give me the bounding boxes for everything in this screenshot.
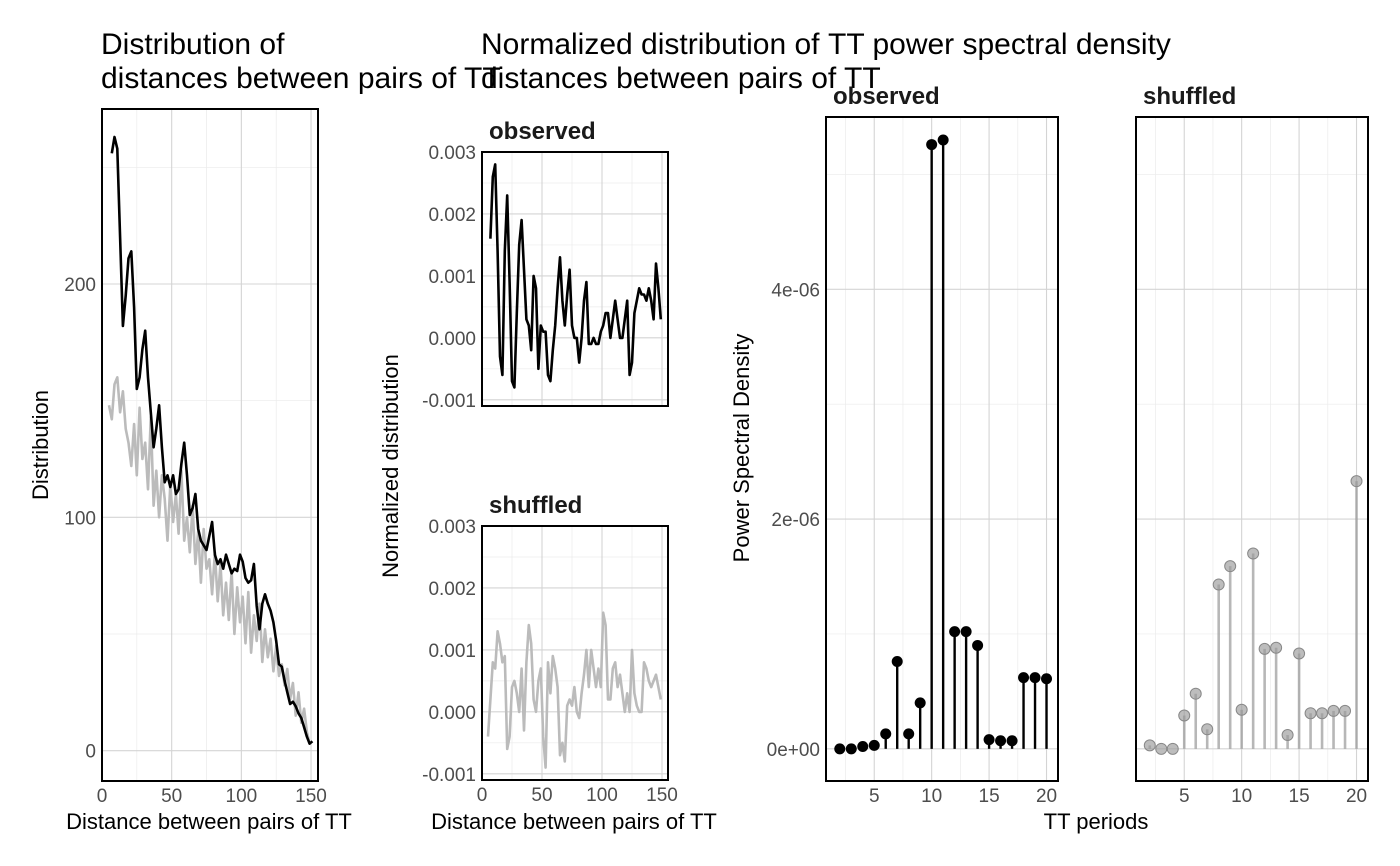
chart3-observed-lollipop-point: [868, 739, 880, 751]
chart1-y-axis-label: Distribution: [28, 390, 53, 500]
chart3-shuffled-lollipop-point: [1155, 742, 1168, 755]
chart3-shuffled-lollipop-point: [1350, 475, 1363, 488]
chart1-panel-border: [101, 108, 319, 782]
chart3-x-axis-label: TT periods: [1044, 809, 1149, 834]
chart3-observed-lollipop-point: [972, 639, 984, 651]
chart3-shuffled-lollipop-point: [1270, 641, 1283, 654]
chart2-shuffled-x-tick-label: 50: [531, 785, 552, 806]
chart3-observed-lollipop-point: [914, 697, 926, 709]
chart2-shuffled-y-tick-label: 0.002: [428, 579, 476, 600]
chart2-shuffled-panel-border: [481, 525, 669, 781]
chart2-shuffled-series-line: [486, 611, 663, 769]
chart3-shuffled-lollipop-point: [1166, 742, 1179, 755]
chart2-observed-panel-border: [481, 151, 669, 407]
chart3-shuffled-lollipop-point: [1201, 723, 1214, 736]
chart2-observed-y-tick-label: 0.001: [428, 267, 476, 288]
chart3-observed-lollipop-point: [983, 734, 995, 746]
chart3-observed-lollipop-point: [903, 728, 915, 740]
chart2-title-line2: distances between pairs of TT: [481, 62, 881, 95]
chart3-observed-lollipop-point: [926, 139, 938, 151]
chart3-observed-lollipop-point: [949, 626, 961, 638]
chart3-shuffled-lollipop-point: [1178, 709, 1191, 722]
chart3-observed-lollipop-point: [1018, 672, 1030, 684]
chart2-observed-series-line: [489, 163, 663, 389]
chart3-observed-lollipop-point: [995, 735, 1007, 747]
chart3-observed-lollipop-point: [845, 743, 857, 755]
chart3-shuffled-lollipop-point: [1212, 578, 1225, 591]
chart1-title-line2: distances between pairs of TT: [101, 62, 501, 95]
chart3-shuffled-lollipop-point: [1258, 642, 1271, 655]
chart3-shuffled-lollipop-point: [1316, 707, 1329, 720]
chart2-strip-shuffled: shuffled: [489, 492, 582, 519]
chart3-shuffled-lollipop-point: [1247, 547, 1260, 560]
chart2-shuffled-y-tick-label: -0.001: [422, 765, 476, 786]
chart1-y-tick-label: 100: [64, 508, 96, 529]
chart3-y-axis-label: Power Spectral Density: [729, 334, 754, 563]
chart2-shuffled-y-tick-label: 0.001: [428, 641, 476, 662]
chart2-observed-y-tick-label: -0.001: [422, 391, 476, 412]
chart3-shuffled-lollipop-point: [1235, 703, 1248, 716]
chart3-strip-observed: observed: [833, 83, 940, 110]
chart2-shuffled-x-tick-label: 150: [646, 785, 678, 806]
chart3-title: TT power spectral density: [828, 28, 1171, 61]
chart2-observed-y-tick-label: 0.003: [428, 143, 476, 164]
chart3-shuffled-panel-border: [1135, 116, 1369, 782]
chart2-shuffled-x-tick-label: 100: [586, 785, 618, 806]
chart3-observed-y-tick-label: 4e-06: [771, 280, 820, 301]
chart3-shuffled-lollipop-point: [1293, 647, 1306, 660]
chart3-observed-lollipop-point: [857, 741, 869, 753]
chart3-shuffled-lollipop-point: [1189, 687, 1202, 700]
chart1-x-tick-label: 0: [97, 786, 108, 807]
chart3-observed-x-tick-label: 20: [1036, 786, 1057, 807]
chart3-shuffled-lollipop-point: [1143, 739, 1156, 752]
chart3-shuffled-lollipop-point: [1327, 704, 1340, 717]
chart3-shuffled-x-tick-label: 15: [1289, 786, 1310, 807]
chart2-x-axis-label: Distance between pairs of TT: [431, 809, 717, 834]
chart3-shuffled-lollipop-point: [1281, 729, 1294, 742]
chart2-observed-y-tick-label: 0.000: [428, 329, 476, 350]
chart3-observed-x-tick-label: 5: [869, 786, 880, 807]
chart2-y-axis-label: Normalized distribution: [378, 354, 403, 578]
chart3-shuffled-x-tick-label: 10: [1231, 786, 1252, 807]
chart1-x-tick-label: 50: [161, 786, 182, 807]
chart1-title-line1: Distribution of: [101, 28, 285, 61]
chart3-observed-y-tick-label: 2e-06: [771, 510, 820, 531]
chart3-observed-lollipop-point: [1006, 735, 1018, 747]
chart3-observed-lollipop-point: [937, 134, 949, 146]
chart2-shuffled-gridlines: [481, 525, 668, 780]
chart3-observed-x-tick-label: 10: [921, 786, 942, 807]
chart2-strip-observed: observed: [489, 118, 596, 145]
chart1-series-line-observed: [110, 135, 314, 745]
chart3-observed-lollipop-point: [1029, 672, 1041, 684]
chart3-observed-lollipop-point: [1041, 673, 1053, 685]
chart3-observed-lollipop-point: [891, 656, 903, 668]
chart1-x-axis-label: Distance between pairs of TT: [66, 809, 352, 834]
chart3-shuffled-lollipop-point: [1224, 560, 1237, 573]
chart3-observed-lollipop-point: [834, 743, 846, 755]
chart3-observed-lollipop-point: [960, 626, 972, 638]
chart2-shuffled-y-tick-label: 0.000: [428, 703, 476, 724]
chart3-strip-shuffled: shuffled: [1143, 83, 1236, 110]
chart3-shuffled-x-tick-label: 5: [1179, 786, 1190, 807]
chart1-y-tick-label: 0: [85, 742, 96, 763]
chart2-observed-y-tick-label: 0.002: [428, 205, 476, 226]
chart1-x-tick-label: 100: [226, 786, 258, 807]
chart3-shuffled-lollipop-point: [1339, 704, 1352, 717]
chart2-shuffled-x-tick-label: 0: [477, 785, 488, 806]
chart2-observed-gridlines: [481, 151, 668, 406]
chart3-observed-y-tick-label: 0e+00: [767, 740, 820, 761]
chart1-series-line-shuffled: [107, 376, 311, 744]
chart2-shuffled-y-tick-label: 0.003: [428, 517, 476, 538]
chart1-y-tick-label: 200: [64, 275, 96, 296]
chart2-title-line1: Normalized distribution of: [481, 28, 820, 61]
chart3-observed-lollipop-point: [880, 728, 892, 740]
chart3-observed-panel-border: [825, 116, 1059, 782]
chart3-shuffled-lollipop-point: [1304, 707, 1317, 720]
chart3-shuffled-x-tick-label: 20: [1346, 786, 1367, 807]
chart1-x-tick-label: 150: [295, 786, 327, 807]
chart3-observed-x-tick-label: 15: [979, 786, 1000, 807]
